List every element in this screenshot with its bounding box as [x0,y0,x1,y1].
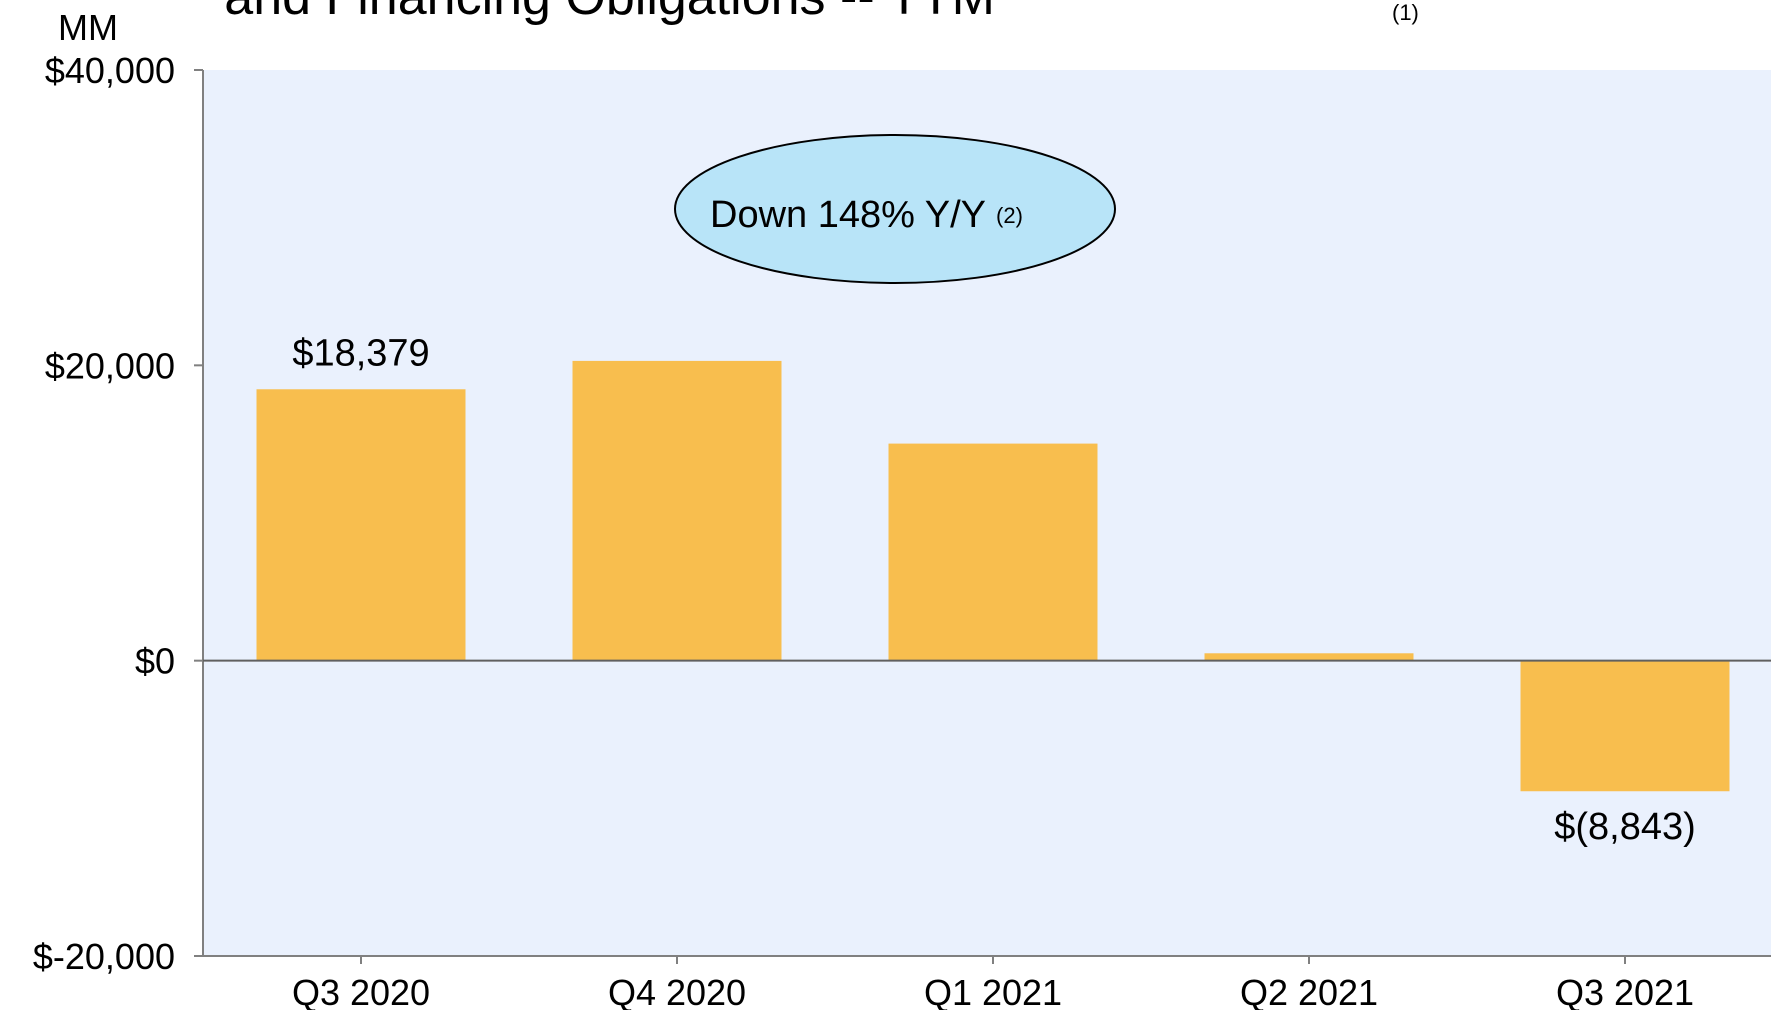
annotation-text: Down 148% Y/Y [710,194,986,236]
annotation-note: (2) [996,203,1023,228]
y-tick-label: $0 [135,641,175,682]
y-tick-label: $-20,000 [33,936,175,977]
y-tick-label: $20,000 [45,345,175,386]
y-tick-label: $40,000 [45,50,175,91]
annotation: Down 148% Y/Y (2) [710,194,1023,236]
x-tick-label: Q4 2020 [608,972,746,1010]
annotation-bubble [674,134,1116,284]
bar [1520,660,1730,792]
x-tick-label: Q2 2021 [1240,972,1378,1010]
bar [572,360,782,661]
title-note: (1) [1392,0,1419,25]
data-label: $18,379 [292,332,429,374]
data-label: $(8,843) [1554,806,1696,848]
y-unit: MM [58,7,118,48]
bar [1204,653,1414,661]
bar [256,389,466,661]
x-tick-label: Q3 2020 [292,972,430,1010]
x-tick-label: Q3 2021 [1556,972,1694,1010]
x-tick-label: Q1 2021 [924,972,1062,1010]
chart-title: and Financing Obligations -- TTM [224,0,995,26]
bar [888,443,1098,661]
